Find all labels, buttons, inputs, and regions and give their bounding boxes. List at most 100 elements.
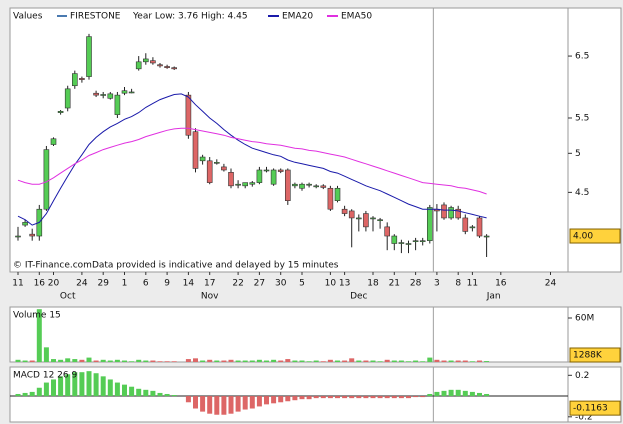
- bar: [51, 359, 56, 362]
- bar: [391, 360, 397, 362]
- candle-body: [455, 208, 462, 219]
- bar: [93, 373, 99, 397]
- bar: [377, 396, 383, 399]
- x-tick-label: 21: [389, 279, 400, 289]
- bar: [278, 396, 284, 403]
- bar: [51, 379, 56, 397]
- candle-body: [313, 185, 320, 188]
- bar: [15, 359, 21, 362]
- y-tick-label: 4.5: [575, 188, 589, 198]
- bar: [129, 361, 135, 362]
- candle-body: [79, 78, 85, 80]
- bar: [441, 390, 447, 397]
- bar: [427, 393, 433, 397]
- bar: [441, 360, 447, 362]
- footnote-box: [11, 259, 346, 271]
- bar: [129, 386, 135, 397]
- candle-body: [206, 160, 213, 183]
- month-label: Dec: [350, 292, 367, 302]
- candle-body: [64, 88, 71, 109]
- bar: [484, 361, 490, 362]
- candle-body: [284, 169, 291, 201]
- candle-body: [441, 204, 447, 219]
- bar: [256, 359, 262, 362]
- bar: [249, 396, 255, 409]
- x-tick-label: 6: [143, 279, 149, 289]
- bar: [278, 360, 284, 362]
- bar: [249, 360, 255, 362]
- bar: [427, 357, 433, 362]
- bar: [86, 357, 92, 362]
- x-tick-label: 18: [367, 279, 379, 289]
- candle-body: [483, 235, 490, 238]
- candle-body: [448, 207, 454, 219]
- bar: [122, 384, 127, 397]
- y-tick-label: -0.2: [575, 412, 593, 422]
- candle-body: [50, 138, 57, 145]
- bar: [320, 396, 326, 399]
- bar: [462, 390, 468, 397]
- bar: [235, 396, 241, 412]
- bar: [256, 396, 262, 407]
- bar: [469, 391, 475, 397]
- x-tick-label: 29: [97, 279, 109, 289]
- bar: [242, 360, 248, 362]
- legend-entry: EMA50: [341, 12, 372, 22]
- panel-title: Volume 15: [13, 311, 61, 321]
- x-tick-label: 9: [164, 279, 170, 289]
- bar: [15, 393, 21, 397]
- bar: [370, 360, 376, 362]
- candle-body: [214, 162, 220, 164]
- candle-body: [199, 156, 206, 162]
- bar: [29, 391, 35, 397]
- candle-body: [235, 183, 241, 186]
- panel: [9, 306, 569, 363]
- bar: [107, 379, 113, 397]
- bar: [36, 387, 42, 397]
- last-value-box: [569, 400, 621, 416]
- bar: [413, 396, 419, 398]
- bar: [391, 396, 397, 399]
- candle-body: [370, 217, 376, 220]
- bar: [264, 360, 269, 362]
- bar: [100, 376, 106, 397]
- legend-entry: FIRESTONE: [70, 12, 121, 22]
- legend-title: Values: [13, 12, 43, 22]
- candle-body: [462, 217, 469, 232]
- bar: [264, 396, 269, 405]
- bar: [377, 361, 383, 362]
- bar: [398, 360, 404, 362]
- bar: [79, 359, 85, 362]
- bar: [43, 347, 49, 362]
- bar: [86, 371, 92, 397]
- bar: [143, 389, 149, 397]
- bar: [271, 359, 277, 362]
- bar: [221, 396, 227, 415]
- last-value-label: 1288K: [573, 351, 603, 361]
- candle-body: [29, 233, 36, 237]
- bar: [455, 389, 461, 397]
- x-tick-label: 13: [339, 279, 350, 289]
- bar: [292, 396, 298, 401]
- candle-body: [306, 183, 312, 186]
- bar: [136, 388, 142, 397]
- candle-body: [384, 226, 391, 237]
- bar: [484, 393, 490, 397]
- bar: [150, 390, 156, 397]
- candle-body: [100, 94, 106, 96]
- bar: [313, 360, 319, 362]
- candle-body: [150, 60, 156, 64]
- bar: [228, 396, 234, 414]
- bar: [221, 360, 227, 362]
- candle-body: [242, 182, 248, 187]
- x-tick-label: 20: [48, 279, 60, 289]
- candle-body: [405, 243, 412, 245]
- x-tick-label: 11: [467, 279, 478, 289]
- x-tick-label: 24: [545, 279, 557, 289]
- bar: [79, 372, 85, 397]
- y-tick-label: 5.5: [575, 113, 589, 123]
- x-tick-label: 30: [275, 279, 287, 289]
- x-tick-label: 10: [325, 279, 337, 289]
- bar: [335, 360, 340, 362]
